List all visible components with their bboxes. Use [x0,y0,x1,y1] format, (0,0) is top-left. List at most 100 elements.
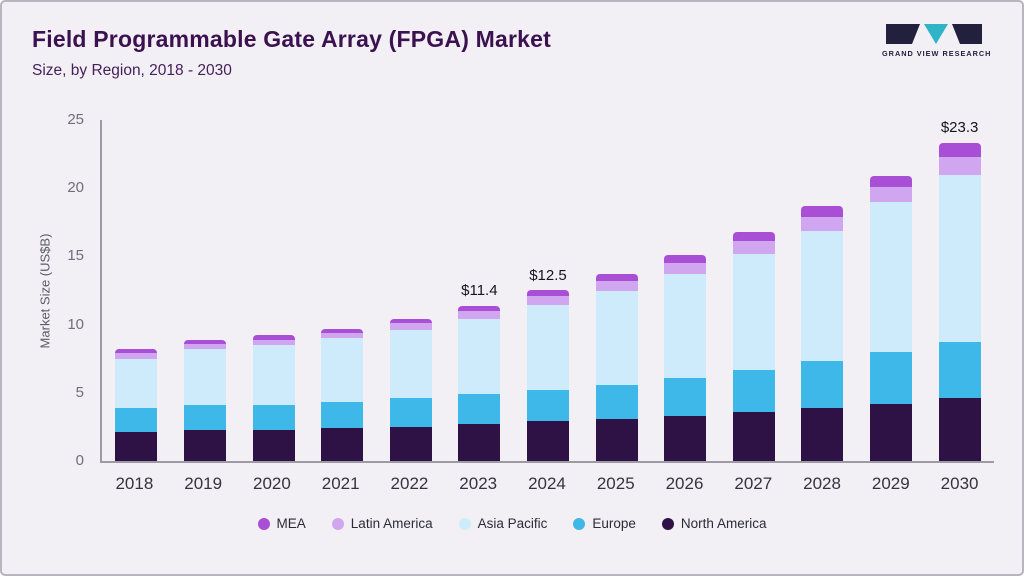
bar-segment-asia-pacific [664,274,707,378]
bar-segment-europe [458,394,501,425]
bar-segment-asia-pacific [870,201,912,352]
bar-segment-mea [389,319,432,324]
legend-swatch [257,517,270,530]
bar-segment-north-america [321,428,364,461]
bar-group-2024: $12.5 [514,120,583,461]
bar-stack [938,143,981,461]
bar-segment-asia-pacific [732,253,775,370]
bar-segment-latin-america [115,353,158,359]
bar-group-2027 [719,120,788,461]
legend-label: North America [680,516,767,531]
bar-stack [252,335,295,461]
legend-item-mea: MEA [257,516,306,531]
bar-segment-latin-america [252,339,295,346]
legend-swatch [573,517,586,530]
bar-segment-mea [938,143,981,157]
bar-segment-latin-america [458,311,501,320]
bar-segment-asia-pacific [389,330,432,399]
bar-stack [732,231,775,461]
legend-item-europe: Europe [573,516,636,531]
bar-segment-europe [252,405,295,430]
bar-segment-mea [801,206,844,217]
x-tick-label: 2027 [734,474,773,493]
legend-item-asia-pacific: Asia Pacific [458,516,548,531]
bar-group-2025 [582,120,651,461]
bar-value-label: $23.3 [940,119,979,137]
bar-segment-mea [870,176,912,187]
bar-stack [526,290,569,461]
bar-segment-latin-america [732,241,775,254]
x-tick-label: 2020 [253,474,291,493]
bar-segment-asia-pacific [938,174,981,343]
bar-stack [389,319,432,461]
bar-segment-asia-pacific [321,338,364,403]
bar-segment-mea [664,255,707,264]
legend-item-latin-america: Latin America [331,516,433,531]
legend: MEA Latin America Asia Pacific Europe North … [2,516,1022,531]
bar-segment-north-america [595,418,638,461]
bar-value-label: $12.5 [529,266,567,284]
bar-segment-mea [526,290,569,296]
bar-group-2019 [171,120,240,461]
x-tick-label: 2019 [184,474,223,493]
bar-stack [870,176,912,461]
bar-segment-north-america [252,429,295,461]
bar-segment-asia-pacific [526,305,569,391]
legend-label: Europe [592,516,636,531]
bar-segment-mea [321,328,364,333]
bar-segment-latin-america [321,332,364,339]
bar-segment-latin-america [389,323,432,331]
y-tick-label: 20 [67,179,84,197]
bar-segment-latin-america [801,216,844,231]
plot-area: $11.4 $12.5 $23.3 [100,119,994,463]
legend-label: Asia Pacific [477,516,548,531]
bar-segment-europe [526,390,569,422]
bar-stack [458,305,501,461]
bar-segment-mea [458,305,501,312]
bar-segment-europe [115,407,158,433]
page-subtitle: Size, by Region, 2018 - 2030 [32,62,232,79]
bar-segment-north-america [664,416,707,461]
bar-segment-north-america [938,398,981,461]
y-tick-label: 10 [67,315,84,333]
bar-segment-asia-pacific [801,230,844,362]
page-title: Field Programmable Gate Array (FPGA) Mar… [32,26,552,52]
x-tick-label: 2022 [390,474,429,493]
x-tick-label: 2026 [665,474,704,493]
x-tick-label: 2025 [596,474,635,493]
bar-segment-europe [870,351,912,404]
x-axis-labels: 2018 2019 2020 2021 2022 2023 2024 2025 2026 2027… [100,474,994,494]
bar-segment-europe [801,361,844,408]
bar-group-2030: $23.3 [925,119,994,461]
x-tick-label: 2023 [459,474,498,493]
bar-group-2029 [857,120,926,461]
legend-label: Latin America [350,516,433,531]
bar-group-2023: $11.4 [445,120,514,461]
bar-segment-europe [595,384,638,419]
bar-segment-asia-pacific [115,358,158,408]
x-tick-label: 2018 [115,474,154,493]
legend-swatch [331,517,344,530]
legend-label: MEA [276,516,306,531]
bar-segment-north-america [115,432,158,461]
bar-value-label: $11.4 [461,281,498,299]
bar-segment-mea [252,335,295,340]
bar-segment-north-america [389,426,432,461]
legend-item-north-america: North America [661,516,767,531]
bar-segment-europe [664,377,707,416]
bar-segment-asia-pacific [183,349,226,406]
bar-group-2018 [102,120,171,461]
bar-segment-mea [183,339,226,344]
bar-stack [664,255,707,461]
grand-view-research-logo: GRAND VIEW RESEARCH [882,22,990,58]
x-tick-label: 2030 [940,474,979,493]
bar-segment-latin-america [938,156,981,175]
bar-stack [801,206,844,461]
bar-segment-latin-america [595,281,638,291]
bar-group-2028 [788,120,857,461]
bar-group-2026 [651,120,720,461]
bar-segment-latin-america [183,343,226,350]
bars: $11.4 $12.5 $23.3 [102,119,994,461]
bar-segment-north-america [526,421,569,461]
